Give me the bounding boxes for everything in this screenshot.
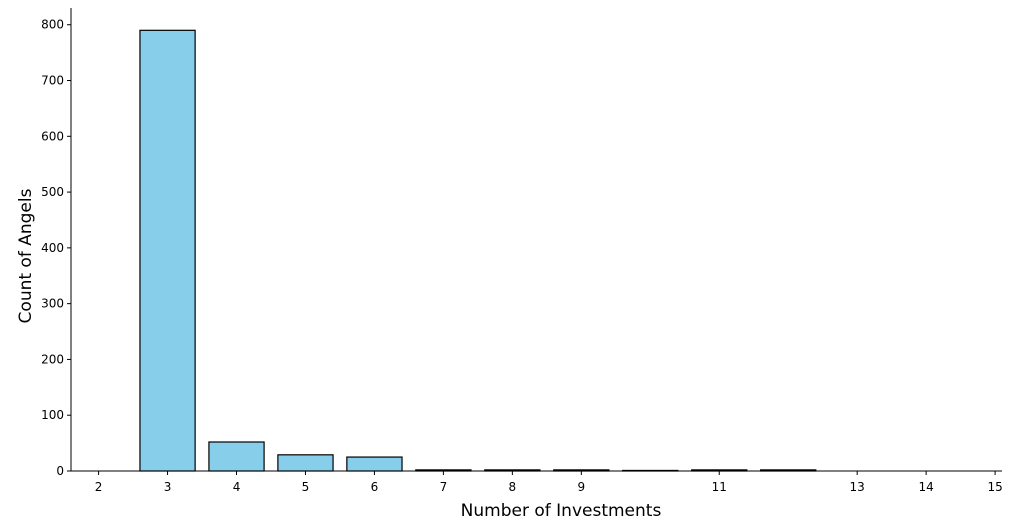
x-tick-label: 11 bbox=[712, 480, 727, 494]
y-tick-label: 600 bbox=[41, 129, 64, 143]
x-tick-label: 9 bbox=[578, 480, 586, 494]
x-tick-label: 8 bbox=[509, 480, 517, 494]
x-tick-label: 6 bbox=[371, 480, 379, 494]
y-tick-label: 500 bbox=[41, 185, 64, 199]
y-tick-label: 400 bbox=[41, 241, 64, 255]
x-tick-label: 14 bbox=[919, 480, 934, 494]
x-axis-label: Number of Investments bbox=[461, 501, 662, 521]
y-tick-label: 100 bbox=[41, 408, 64, 422]
bar-5 bbox=[277, 454, 334, 472]
y-tick-label: 700 bbox=[41, 74, 64, 88]
y-axis: 0 100 200 300 400 500 600 700 800 bbox=[41, 8, 72, 478]
y-tick-label: 0 bbox=[56, 464, 64, 478]
y-tick-label: 200 bbox=[41, 352, 64, 366]
y-axis-label: Count of Angels bbox=[16, 188, 36, 323]
y-tick-label: 300 bbox=[41, 297, 64, 311]
bar-4 bbox=[208, 441, 265, 472]
x-tick-label: 3 bbox=[164, 480, 172, 494]
x-tick-label: 15 bbox=[987, 480, 1002, 494]
x-tick-label: 2 bbox=[95, 480, 103, 494]
bar-3 bbox=[139, 29, 196, 472]
x-tick-label: 13 bbox=[850, 480, 865, 494]
bar-6 bbox=[346, 456, 403, 472]
x-axis: 2 3 4 5 6 7 8 9 11 13 14 15 bbox=[71, 470, 1003, 494]
y-tick-label: 800 bbox=[41, 18, 64, 32]
x-tick-label: 4 bbox=[233, 480, 241, 494]
x-tick-label: 5 bbox=[302, 480, 310, 494]
x-tick-label: 7 bbox=[440, 480, 448, 494]
bars-group bbox=[139, 29, 817, 472]
